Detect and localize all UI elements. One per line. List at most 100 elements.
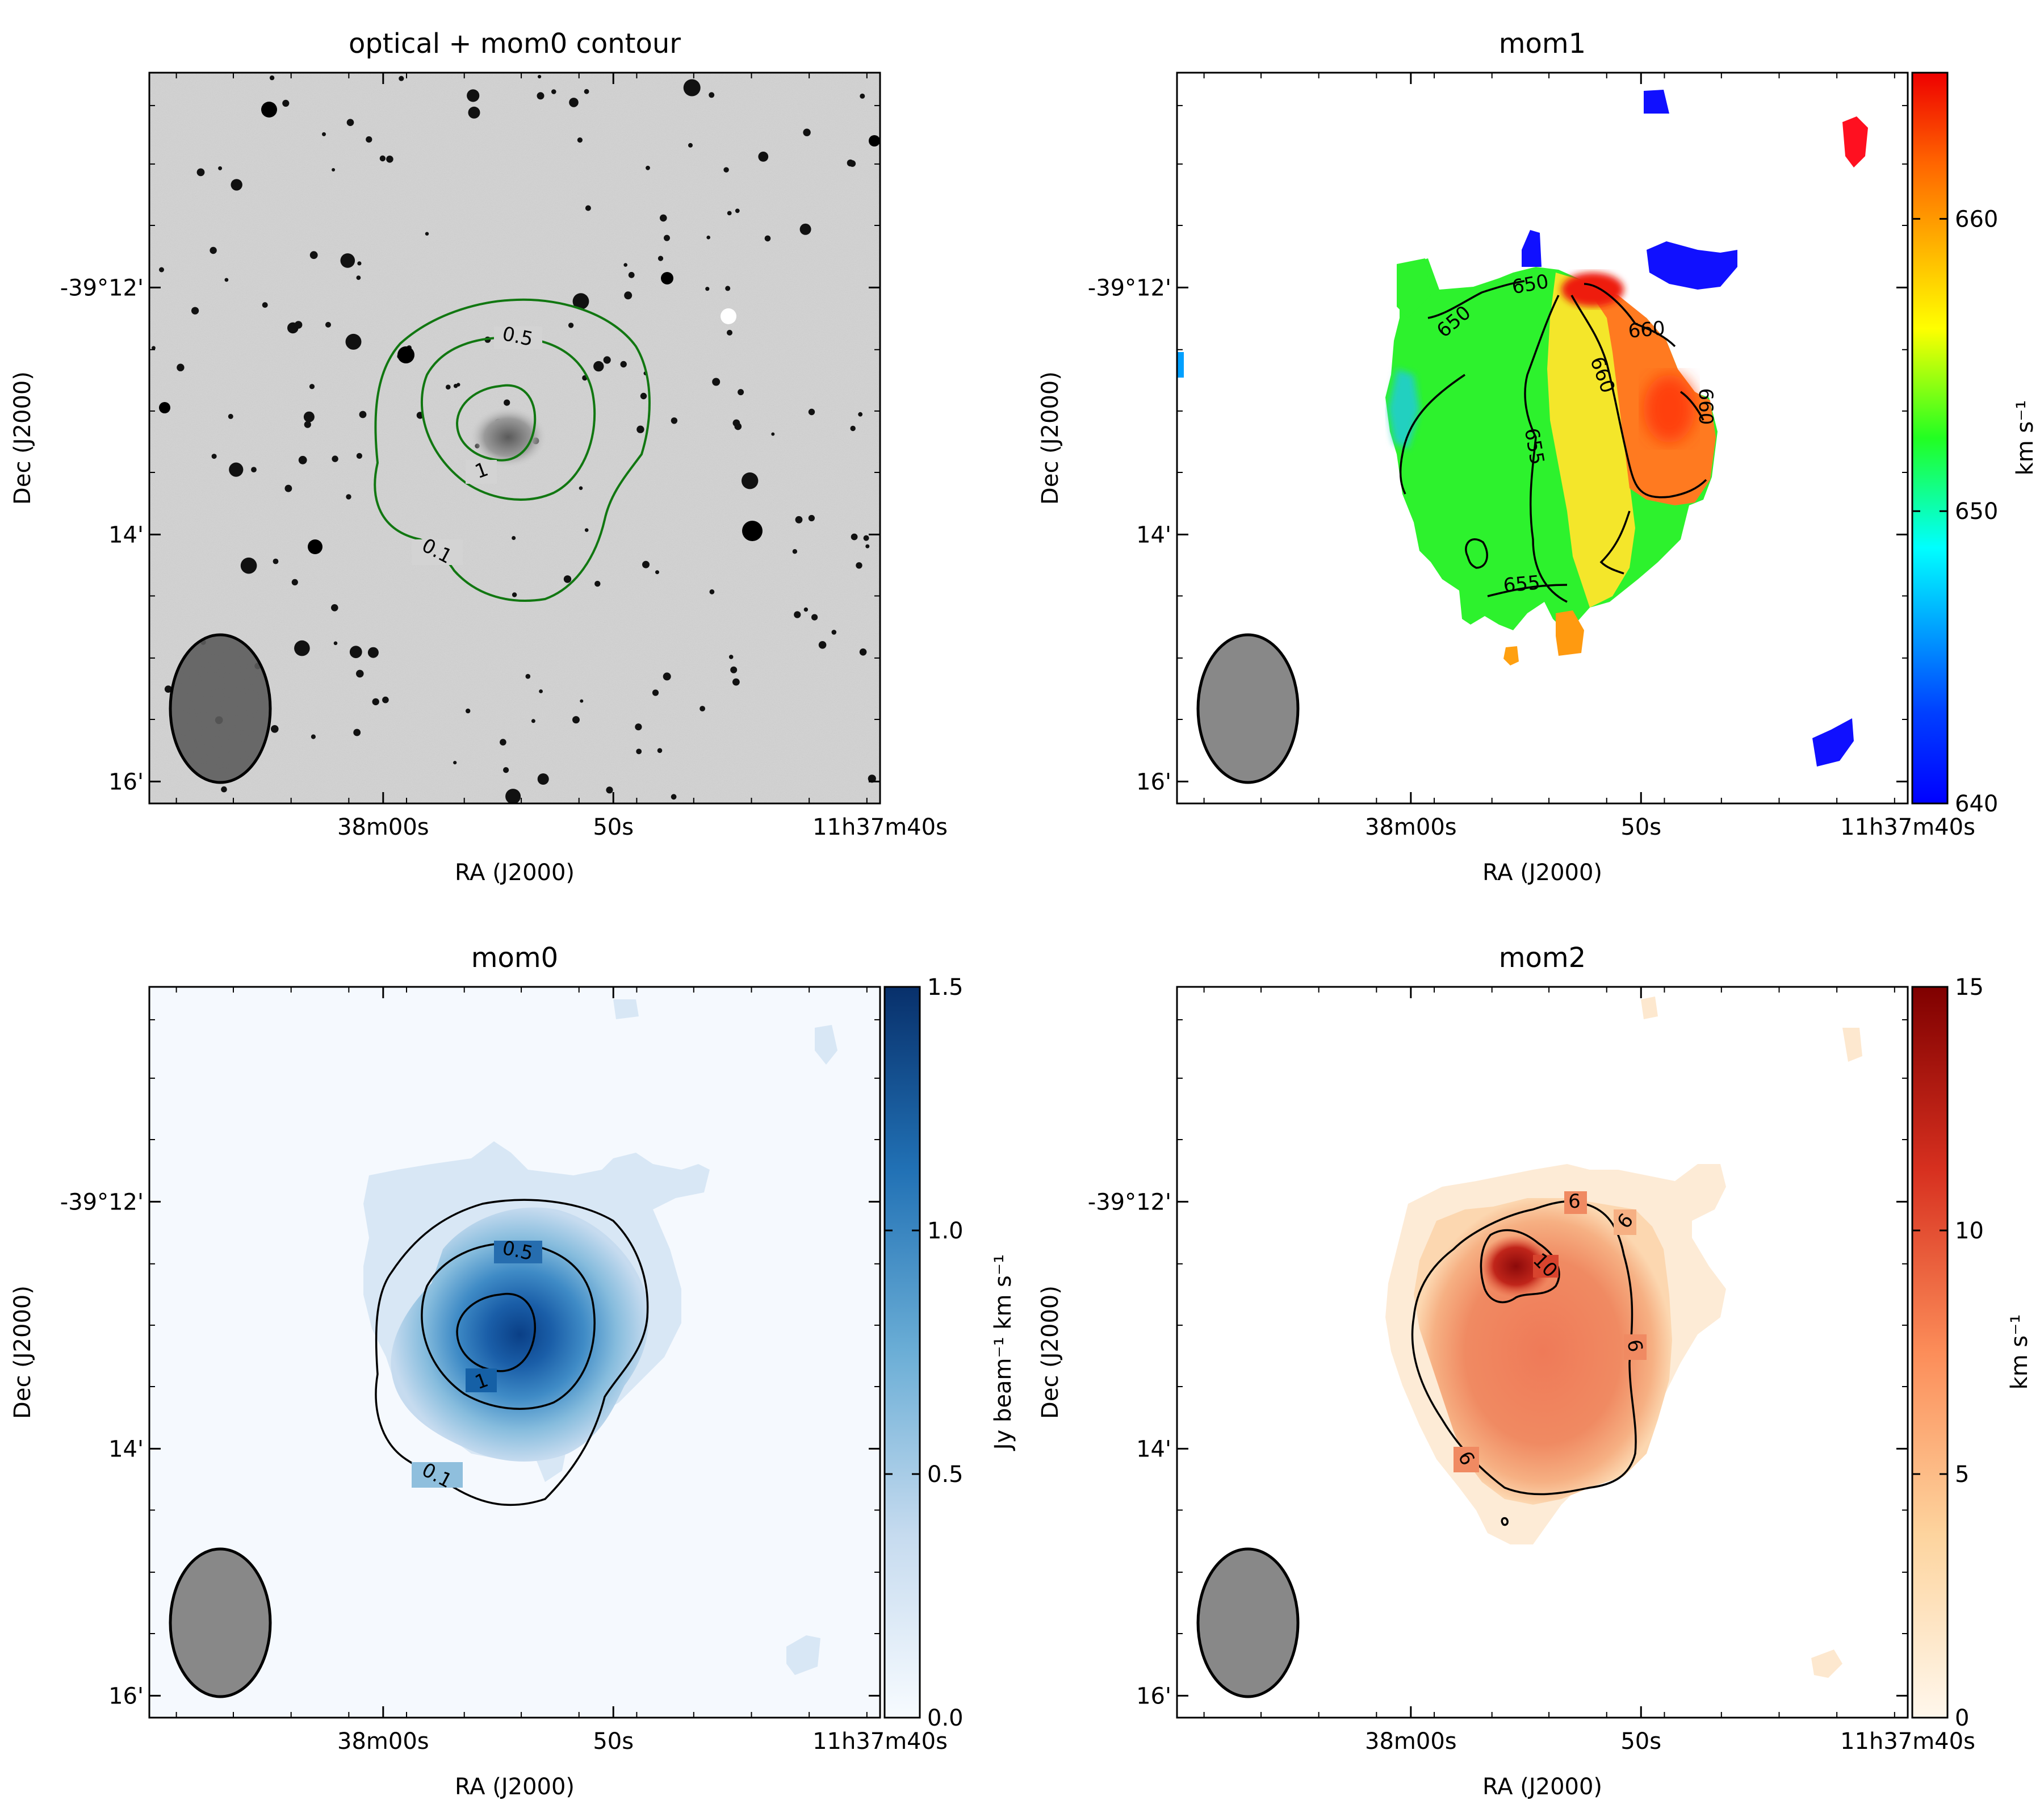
beam-ellipse [1196, 1547, 1300, 1698]
panel-title: mom2 [1499, 942, 1586, 974]
star [331, 604, 338, 612]
star [538, 74, 542, 79]
star [831, 630, 837, 635]
star [356, 669, 364, 678]
x-tick-label: 50s [1620, 1728, 1661, 1755]
y-axis-label: Dec (J2000) [1037, 371, 1063, 505]
star [152, 346, 156, 350]
star [732, 678, 740, 686]
galaxy [468, 406, 548, 468]
star [584, 528, 589, 532]
x-tick-label: 11h37m40s [1840, 814, 1975, 840]
mom2-small-blob-3 [1811, 1649, 1842, 1678]
plot-frame [1176, 72, 1909, 805]
star [349, 646, 362, 659]
star [808, 514, 815, 522]
panel-title: mom0 [471, 942, 558, 974]
star [224, 278, 229, 282]
star [500, 739, 506, 746]
star [303, 411, 315, 422]
star [603, 356, 611, 364]
mom1-red-blob [1842, 116, 1868, 168]
star [811, 614, 818, 621]
y-tick-label: -39°12' [60, 275, 144, 301]
axes-mom2: 38m00s 50s 11h37m40s -39°12' 14' 16' mom2 RA (J… [1037, 942, 1975, 1800]
star [700, 706, 705, 711]
contour-0.1 [375, 1199, 649, 1506]
star [164, 685, 172, 693]
star [661, 272, 673, 284]
y-axis-label: Dec (J2000) [1037, 1286, 1063, 1419]
star [593, 361, 604, 372]
star [453, 761, 457, 765]
mom1-blue-blob-2 [1647, 241, 1737, 290]
star [795, 516, 803, 524]
star [572, 716, 580, 724]
star [859, 648, 867, 656]
colorbar-label-mom2: km s⁻¹ [2007, 1314, 2033, 1390]
x-tick-label: 38m00s [337, 814, 429, 840]
plot-frame [148, 986, 881, 1719]
star [577, 137, 583, 143]
star [345, 333, 362, 350]
star [728, 655, 734, 659]
bright-artifact [721, 308, 736, 324]
star [159, 267, 164, 273]
star [294, 321, 303, 329]
contour-label-6-a: 6 [1568, 1190, 1581, 1213]
contour-label-655-b: 655 [1502, 571, 1541, 597]
star [291, 579, 298, 585]
panel-title: optical + mom0 contour [349, 28, 681, 60]
star [683, 79, 701, 97]
star [635, 723, 642, 731]
contour-0.5 [420, 336, 596, 501]
star [359, 411, 367, 418]
colorbar-tick-label: 15 [1955, 974, 1984, 1000]
colorbar-mom2 [1911, 986, 1949, 1719]
star [346, 494, 351, 500]
colorbar-tick-label: 5 [1955, 1462, 1969, 1488]
colorbar-ticks: 640 650 660 0.0 0.5 1.0 1.5 0 5 10 15 [885, 206, 1998, 1731]
contour-6 [1411, 1200, 1637, 1496]
star [709, 589, 715, 594]
star [468, 106, 480, 119]
contour-10 [1480, 1229, 1560, 1304]
star [177, 363, 185, 371]
star [660, 214, 667, 222]
x-tick-label: 50s [1620, 814, 1661, 840]
star [569, 98, 579, 107]
mom1-blue-blob-1 [1522, 230, 1542, 267]
colorbar-mom1 [1911, 72, 1949, 805]
star [727, 211, 732, 216]
star [572, 293, 589, 310]
star [742, 472, 759, 489]
star [228, 413, 233, 419]
star [730, 666, 738, 673]
star [333, 641, 338, 646]
y-tick-label: 16' [108, 1683, 144, 1709]
star [706, 235, 710, 240]
y-tick-label: -39°12' [1088, 1189, 1171, 1215]
x-tick-label: 38m00s [1365, 1728, 1457, 1755]
star [372, 698, 379, 706]
star [803, 128, 811, 136]
x-axis-label: RA (J2000) [455, 1774, 575, 1800]
star [325, 321, 331, 328]
star [585, 205, 591, 211]
star [738, 389, 744, 396]
star [309, 251, 318, 259]
star [262, 302, 268, 308]
star [636, 425, 644, 433]
star [512, 536, 516, 540]
star [269, 75, 275, 81]
contour-655 [1524, 295, 1568, 603]
star [727, 329, 732, 336]
y-tick-label: 14' [1136, 522, 1171, 548]
star [531, 719, 535, 723]
plot-frame [1176, 986, 1909, 1719]
y-tick-label: 16' [108, 769, 144, 795]
colorbar-tick-label: 1.5 [927, 974, 964, 1000]
mom1-orange-tail [1556, 610, 1584, 656]
colorbar-tick-label: 10 [1955, 1218, 1984, 1244]
star [771, 432, 775, 436]
